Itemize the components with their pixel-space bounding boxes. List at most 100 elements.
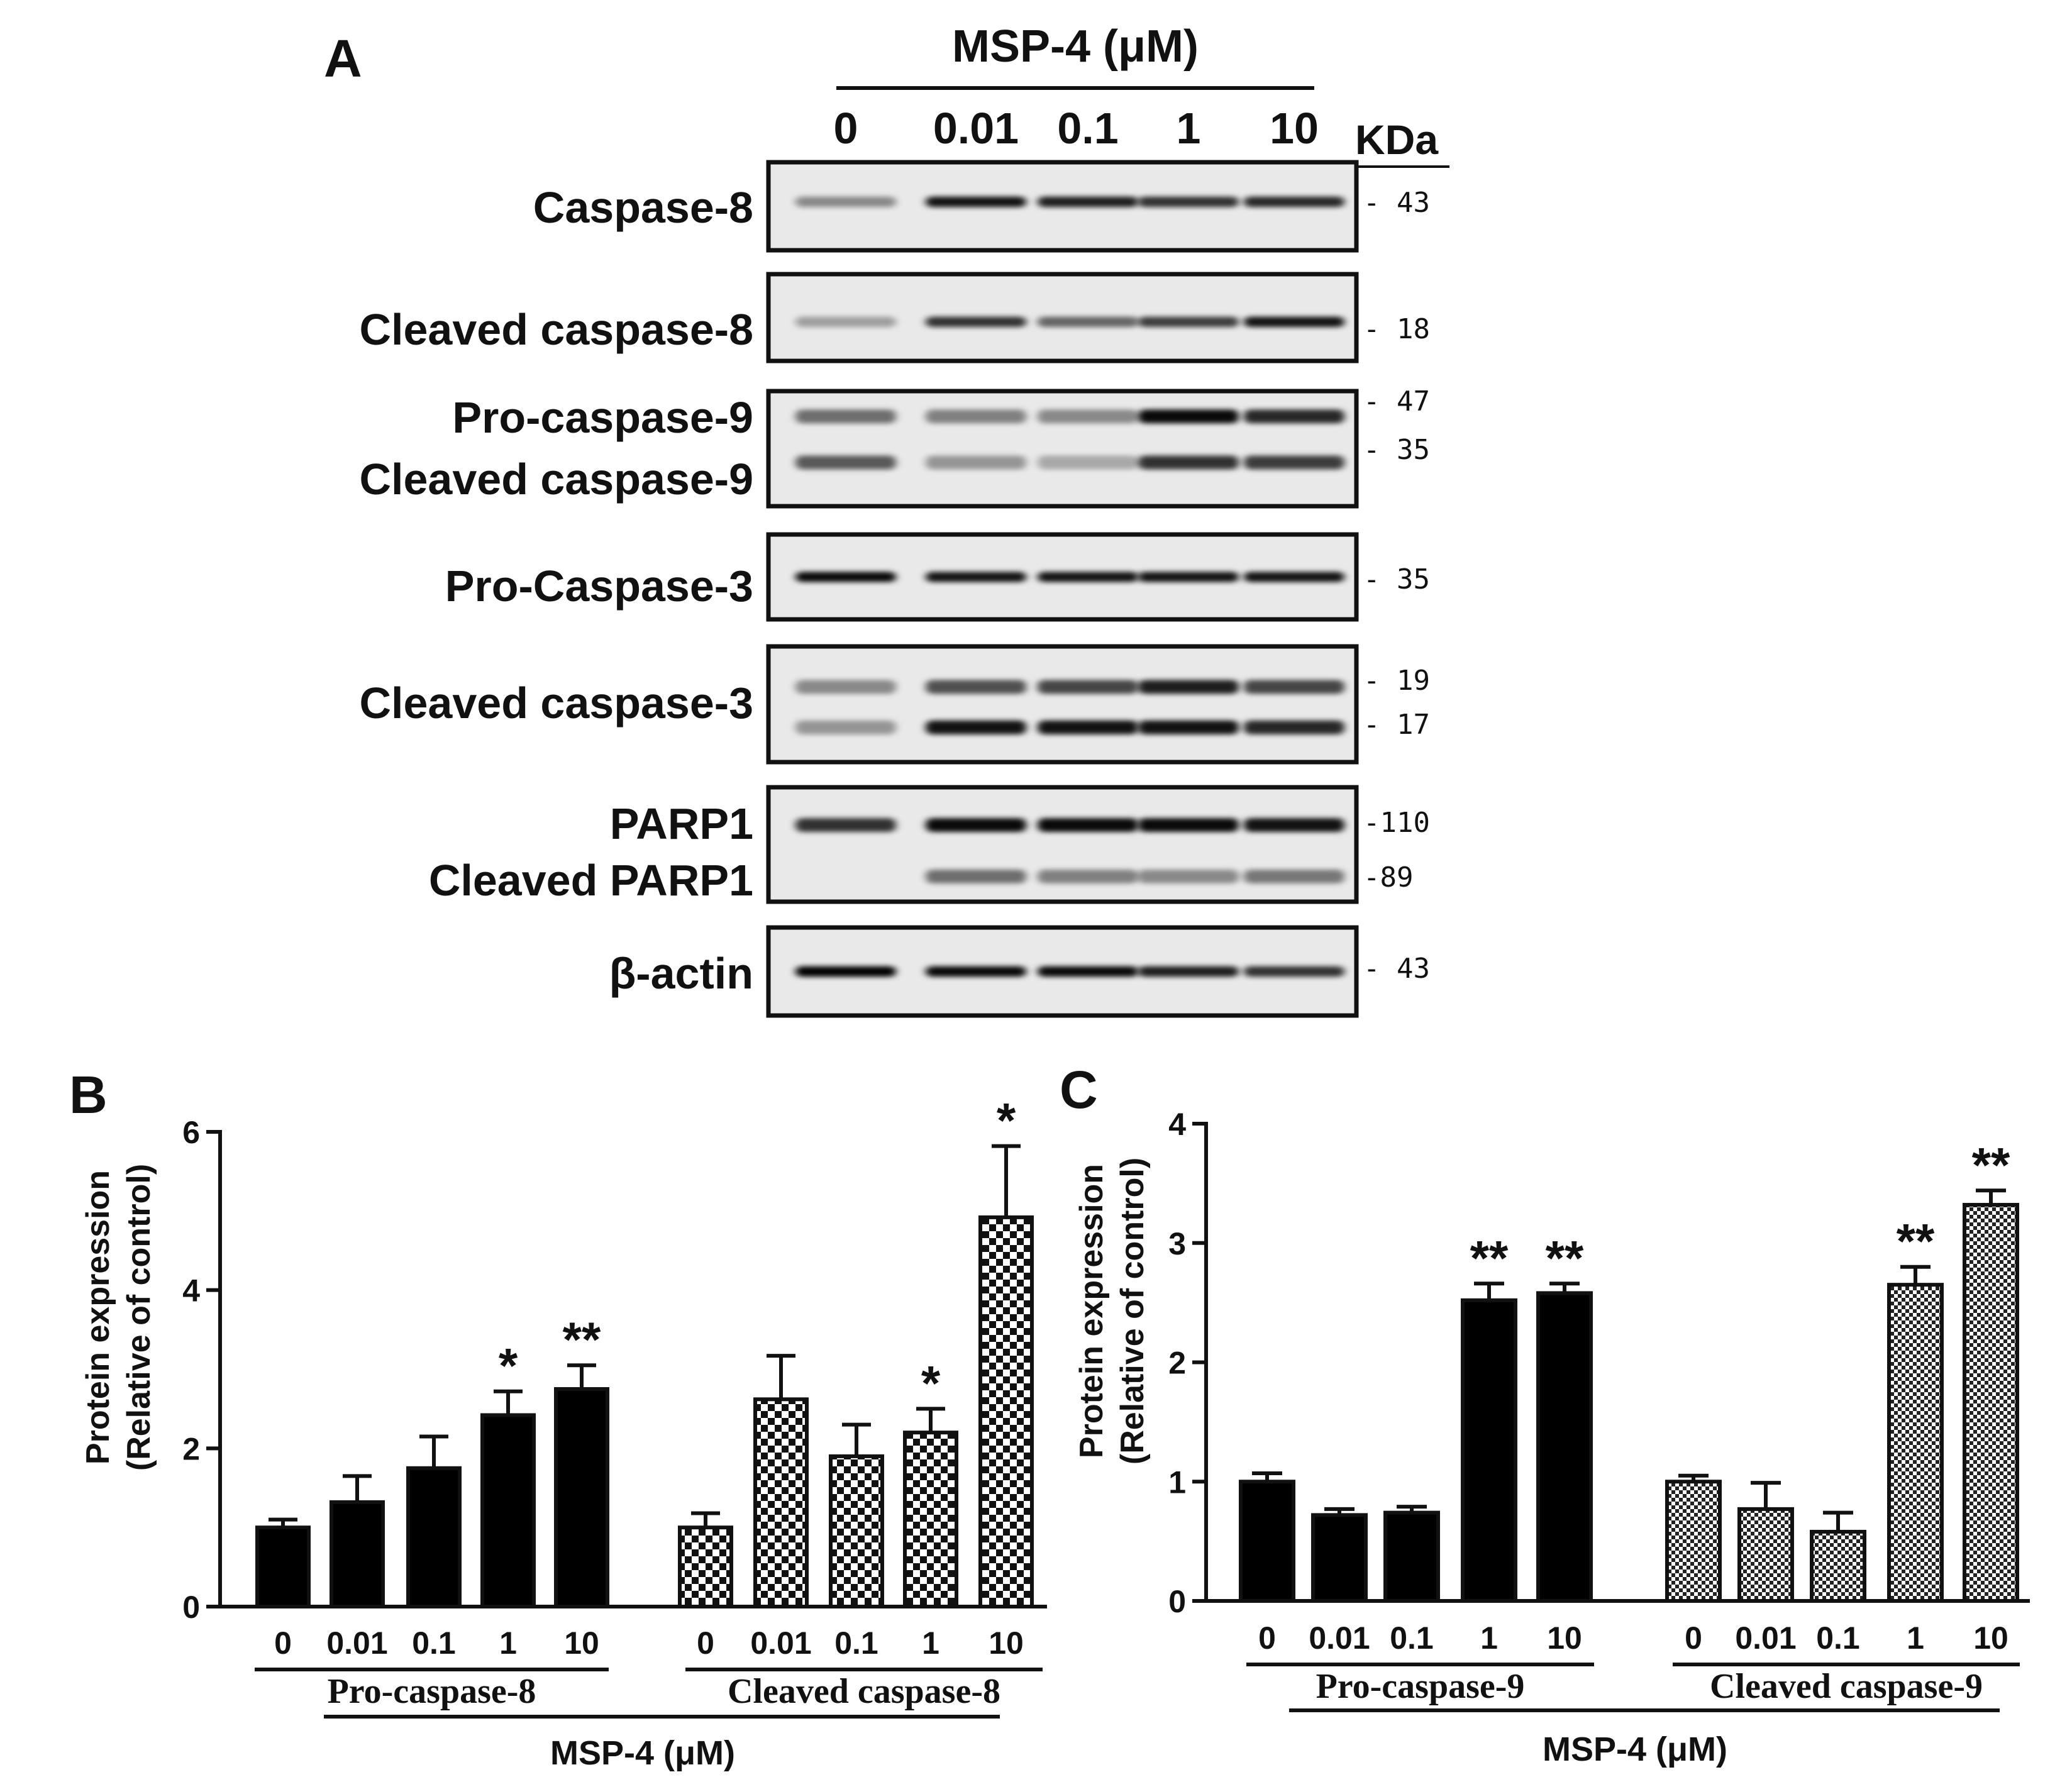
bar <box>1963 1203 2019 1603</box>
blot-band <box>1038 720 1138 734</box>
panel-b-xlabel: MSP-4 (μM) <box>550 1734 735 1772</box>
x-tick-label: 0.1 <box>1390 1620 1434 1656</box>
blot-band <box>795 680 896 694</box>
bar <box>255 1525 311 1609</box>
blot-strip: PARP1 Cleaved PARP1 -110 -89 <box>429 785 1430 905</box>
protein-label: β-actin <box>609 949 753 998</box>
protein-label: Pro-caspase-9 <box>452 393 753 442</box>
panel-a-label: A <box>324 29 362 88</box>
bar <box>829 1454 884 1609</box>
kda-marker: - 43 <box>1363 953 1430 985</box>
x-tick-label: 0 <box>274 1625 292 1661</box>
bar <box>1311 1513 1368 1603</box>
blot-band <box>926 572 1026 582</box>
kda-marker: -89 <box>1363 861 1413 894</box>
blot-band <box>1244 572 1344 582</box>
blot-band <box>795 409 896 424</box>
lane-label: 0.1 <box>1057 104 1118 153</box>
blot-band <box>795 818 896 832</box>
bar <box>753 1397 809 1608</box>
blot-band <box>795 966 896 977</box>
kda-marker: - 19 <box>1363 665 1430 697</box>
blot-band <box>926 409 1026 424</box>
y-tick-label: 0 <box>182 1590 200 1625</box>
blot-band <box>795 720 896 734</box>
blot-strip: Pro-caspase-9 Cleaved caspase-9 - 47 - 35 <box>359 385 1430 509</box>
blot-band <box>1244 196 1344 208</box>
blot-band <box>1244 455 1344 470</box>
blot-band <box>1138 966 1239 977</box>
significance-label: ** <box>1470 1230 1509 1285</box>
bar <box>903 1431 958 1609</box>
blot-band <box>1138 196 1239 208</box>
panel-a-western-blot: A MSP-4 (μM) 0 0.01 0.1 1 10 KDa Caspase-8 - … <box>324 21 1449 1018</box>
blot-frame <box>766 644 1359 765</box>
blot-strip: β-actin - 43 <box>609 925 1430 1018</box>
panel-c-plot: 0 1 2 3 4 0 0.01 0.1 ** 1 ** 10 Pro-caspase-9 0 0.01 0.… <box>1168 1107 2030 1712</box>
kda-marker: - 17 <box>1363 709 1430 741</box>
panel-c-chart: C Protein expression (Relative of contro… <box>1060 1060 2030 1768</box>
x-tick-label: 0.1 <box>834 1625 878 1661</box>
y-tick-label: 2 <box>182 1431 200 1466</box>
x-tick-label: 0.1 <box>412 1625 456 1661</box>
y-tick-label: 4 <box>1168 1107 1186 1142</box>
kda-marker: - 47 <box>1363 385 1430 418</box>
blot-band <box>1138 316 1239 328</box>
blot-band <box>1038 818 1138 832</box>
lane-labels: 0 0.01 0.1 1 10 <box>834 104 1319 153</box>
bar <box>1737 1507 1794 1603</box>
x-tick-label: 10 <box>989 1625 1024 1661</box>
blot-band <box>1038 409 1138 424</box>
bar <box>678 1525 733 1609</box>
x-tick-label: 1 <box>499 1625 517 1661</box>
kda-marker: - 43 <box>1363 187 1430 219</box>
bar <box>1887 1283 1944 1603</box>
bar <box>978 1215 1034 1608</box>
group-label: Cleaved caspase-8 <box>728 1672 1000 1711</box>
bar <box>480 1413 536 1609</box>
y-tick-label: 3 <box>1168 1226 1186 1261</box>
bar <box>1239 1480 1295 1603</box>
blot-band <box>926 680 1026 694</box>
blot-band <box>926 966 1026 977</box>
blot-band <box>926 870 1026 883</box>
kda-marker: - 18 <box>1363 313 1430 345</box>
blot-band <box>1244 818 1344 832</box>
x-tick-label: 1 <box>1907 1620 1924 1656</box>
x-tick-label: 1 <box>1480 1620 1498 1656</box>
x-tick-label: 0 <box>697 1625 714 1661</box>
lane-label: 1 <box>1177 104 1201 153</box>
bar <box>554 1387 609 1608</box>
kda-header: KDa <box>1355 116 1439 163</box>
protein-label: Cleaved caspase-8 <box>359 305 753 354</box>
blot-band <box>926 316 1026 328</box>
blot-band <box>1244 316 1344 328</box>
blot-band <box>1138 680 1239 694</box>
blot-band <box>1038 316 1138 328</box>
panel-c-label: C <box>1060 1060 1098 1119</box>
x-tick-label: 0.01 <box>750 1625 811 1661</box>
blot-band <box>1244 720 1344 734</box>
y-tick-label: 0 <box>1168 1584 1186 1619</box>
blot-band <box>926 720 1026 734</box>
protein-label: Cleaved caspase-9 <box>359 455 753 504</box>
protein-label: PARP1 <box>610 799 753 848</box>
x-tick-label: 0.1 <box>1816 1620 1860 1656</box>
blot-strip: Cleaved caspase-8 - 18 <box>359 272 1430 363</box>
protein-label: Caspase-8 <box>533 183 753 232</box>
blot-band <box>1244 870 1344 883</box>
blot-band <box>1138 455 1239 470</box>
bar <box>1810 1529 1866 1603</box>
blot-band <box>926 818 1026 832</box>
panel-c-ylabel-1: Protein expression <box>1073 1164 1110 1458</box>
significance-label: ** <box>1546 1230 1584 1285</box>
group-label: Pro-caspase-9 <box>1316 1667 1525 1706</box>
y-tick-label: 1 <box>1168 1464 1186 1500</box>
x-tick-label: 10 <box>1547 1620 1582 1656</box>
blot-strip: Caspase-8 - 43 <box>533 160 1430 253</box>
bar <box>1461 1298 1517 1603</box>
panel-b-ylabel-2: (Relative of control) <box>121 1164 157 1471</box>
blot-band <box>1038 196 1138 208</box>
blot-band <box>1038 455 1138 470</box>
